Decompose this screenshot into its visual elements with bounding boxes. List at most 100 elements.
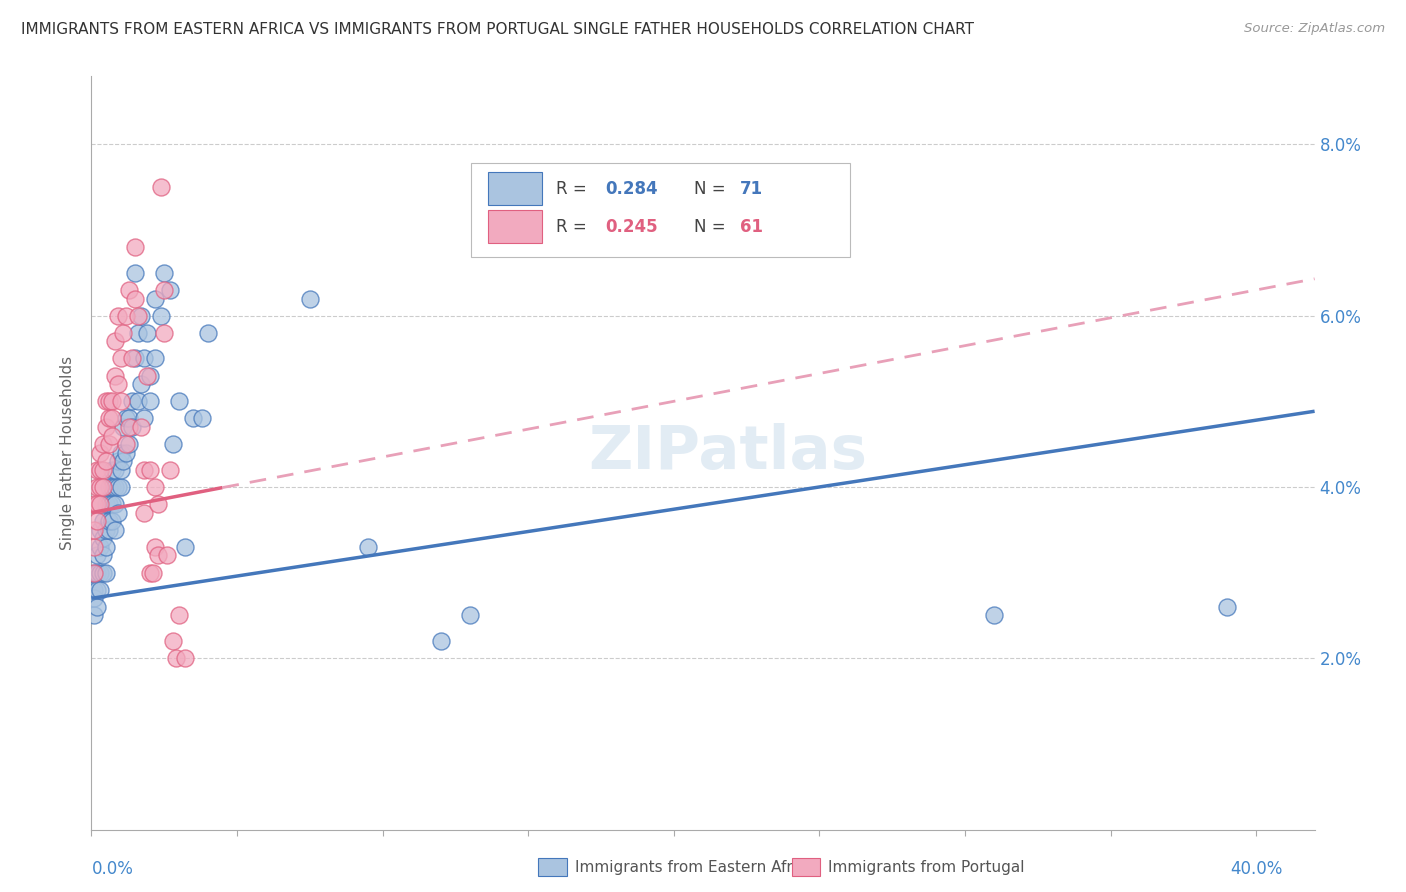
Point <box>91 566 114 580</box>
Point <box>86 514 108 528</box>
Point <box>183 411 205 425</box>
Point <box>127 326 149 340</box>
Point <box>97 514 120 528</box>
Point <box>132 351 155 366</box>
Point <box>101 463 124 477</box>
Point <box>94 420 117 434</box>
Point <box>132 463 155 477</box>
Point <box>167 608 190 623</box>
Point <box>124 351 146 366</box>
Point <box>97 394 120 409</box>
Point <box>91 437 114 451</box>
Point <box>91 480 114 494</box>
Point <box>129 377 152 392</box>
Point <box>94 454 117 468</box>
Point <box>141 566 165 580</box>
Point <box>124 266 146 280</box>
Point <box>89 463 111 477</box>
FancyBboxPatch shape <box>488 172 541 205</box>
Point <box>153 326 176 340</box>
Point <box>129 420 152 434</box>
Point <box>159 283 181 297</box>
Point <box>86 566 108 580</box>
Text: N =: N = <box>695 218 731 235</box>
Point <box>83 582 105 597</box>
Point <box>101 411 124 425</box>
Point <box>115 411 138 425</box>
Point <box>107 454 129 468</box>
Point <box>145 480 167 494</box>
Point <box>197 326 219 340</box>
Point <box>89 582 111 597</box>
Y-axis label: Single Father Households: Single Father Households <box>60 356 76 549</box>
Text: 71: 71 <box>740 180 763 198</box>
Point <box>173 540 195 554</box>
Point <box>83 566 105 580</box>
Point <box>162 634 184 648</box>
Point <box>162 437 184 451</box>
Point <box>89 523 111 537</box>
Point <box>97 411 120 425</box>
Point <box>148 497 170 511</box>
Point <box>983 608 1005 623</box>
Point <box>110 394 132 409</box>
Point <box>191 411 214 425</box>
Point <box>115 309 138 323</box>
Point <box>94 540 117 554</box>
Point <box>97 523 120 537</box>
Point <box>104 497 127 511</box>
Point <box>138 463 160 477</box>
Point <box>118 283 141 297</box>
Point <box>132 506 155 520</box>
Point <box>86 599 108 614</box>
Point <box>115 437 138 451</box>
Text: IMMIGRANTS FROM EASTERN AFRICA VS IMMIGRANTS FROM PORTUGAL SINGLE FATHER HOUSEHO: IMMIGRANTS FROM EASTERN AFRICA VS IMMIGR… <box>21 22 974 37</box>
Point <box>121 394 143 409</box>
Point <box>150 309 173 323</box>
Point <box>89 480 111 494</box>
Text: 0.245: 0.245 <box>605 218 658 235</box>
Point <box>94 394 117 409</box>
Point <box>110 463 132 477</box>
Point <box>430 634 453 648</box>
Point <box>94 523 117 537</box>
Point <box>118 420 141 434</box>
Point <box>121 420 143 434</box>
Point <box>89 445 111 460</box>
Point <box>153 266 176 280</box>
Text: 0.284: 0.284 <box>605 180 658 198</box>
Point <box>86 549 108 563</box>
Point <box>167 394 190 409</box>
Point <box>132 411 155 425</box>
Point <box>458 608 481 623</box>
Point <box>101 514 124 528</box>
Point <box>138 394 160 409</box>
Point <box>107 480 129 494</box>
Point <box>101 497 124 511</box>
Text: 40.0%: 40.0% <box>1230 860 1282 878</box>
Point <box>124 240 146 254</box>
Point <box>101 428 124 442</box>
Point <box>94 497 117 511</box>
Point <box>118 437 141 451</box>
Point <box>112 326 135 340</box>
Point <box>124 292 146 306</box>
Point <box>104 368 127 383</box>
Point <box>135 326 157 340</box>
Point <box>83 566 105 580</box>
Point <box>97 480 120 494</box>
Point <box>145 540 167 554</box>
Text: ZIPatlas: ZIPatlas <box>588 423 868 483</box>
Point <box>121 351 143 366</box>
Point <box>104 480 127 494</box>
Point <box>127 394 149 409</box>
Point <box>86 480 108 494</box>
Point <box>165 651 187 665</box>
Point <box>173 651 195 665</box>
Point <box>91 532 114 546</box>
Point <box>135 368 157 383</box>
Point <box>91 463 114 477</box>
Point <box>110 351 132 366</box>
Point <box>86 582 108 597</box>
Point <box>104 523 127 537</box>
